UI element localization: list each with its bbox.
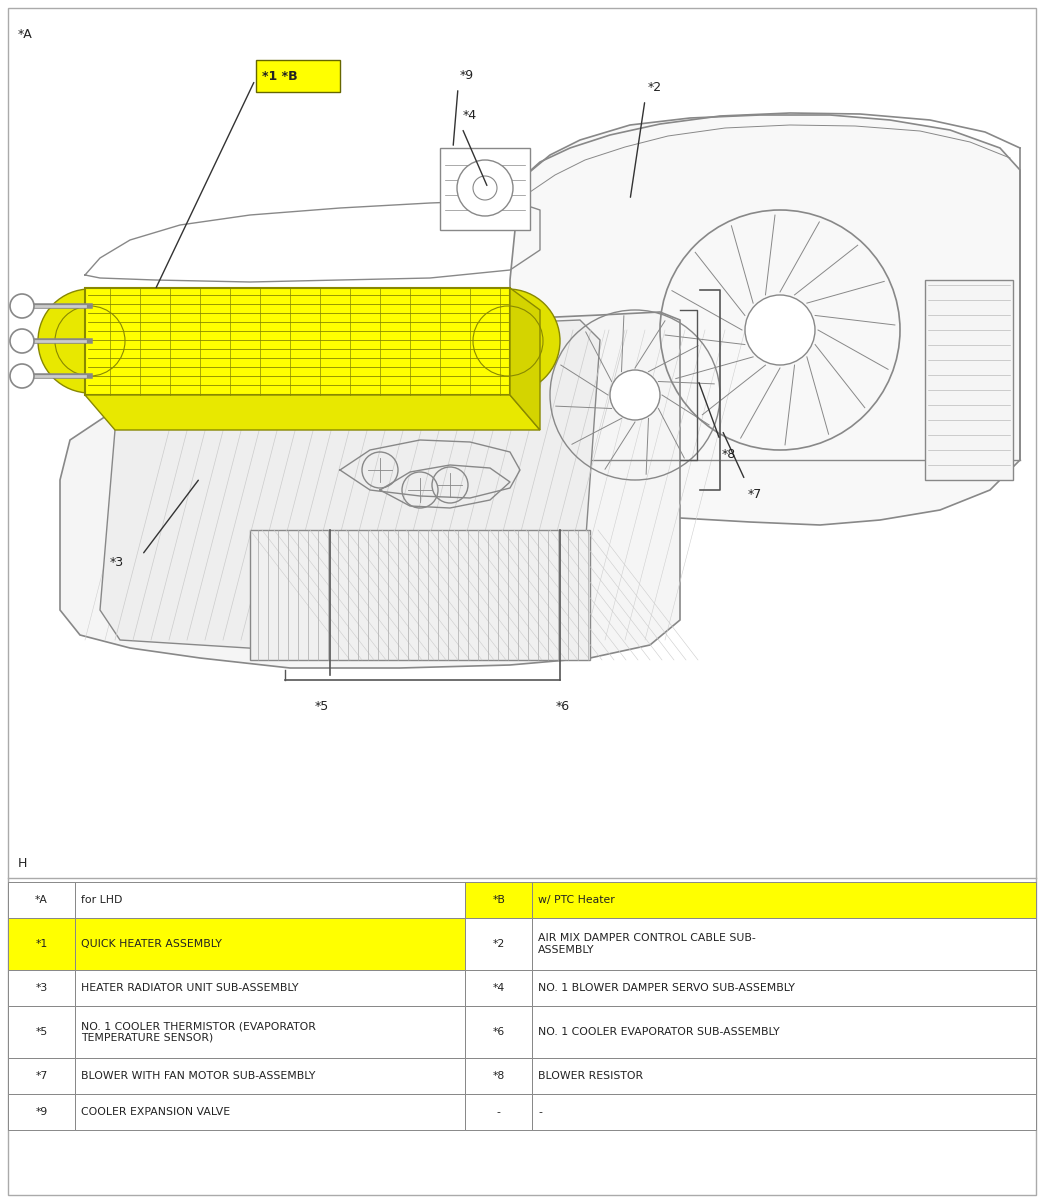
Circle shape xyxy=(10,294,34,318)
Text: H: H xyxy=(18,857,27,870)
Bar xyxy=(532,1057,1036,1094)
Polygon shape xyxy=(511,115,1020,525)
Bar xyxy=(8,1006,75,1057)
Text: *A: *A xyxy=(18,28,32,41)
Bar xyxy=(925,280,1013,480)
Text: -: - xyxy=(497,1107,501,1118)
Polygon shape xyxy=(85,288,511,395)
Text: *3: *3 xyxy=(110,556,124,569)
Text: *A: *A xyxy=(34,895,48,905)
Text: HEATER RADIATOR UNIT SUB-ASSEMBLY: HEATER RADIATOR UNIT SUB-ASSEMBLY xyxy=(80,983,299,992)
Bar xyxy=(466,1094,532,1130)
Text: *B: *B xyxy=(493,895,505,905)
Bar xyxy=(75,970,466,1006)
Text: *1 *B: *1 *B xyxy=(262,70,298,83)
Bar xyxy=(466,882,532,918)
Bar xyxy=(250,531,590,660)
Text: *4: *4 xyxy=(462,109,477,122)
Bar xyxy=(466,1006,532,1057)
Bar xyxy=(8,918,75,970)
Polygon shape xyxy=(60,312,680,668)
Circle shape xyxy=(745,295,815,365)
Text: *5: *5 xyxy=(35,1027,48,1037)
Text: -: - xyxy=(539,1107,542,1118)
Bar xyxy=(75,1006,466,1057)
Text: *2: *2 xyxy=(493,940,505,949)
Text: BLOWER RESISTOR: BLOWER RESISTOR xyxy=(539,1071,643,1081)
Circle shape xyxy=(610,371,660,420)
Text: *6: *6 xyxy=(493,1027,505,1037)
Bar xyxy=(466,918,532,970)
Text: *9: *9 xyxy=(460,69,474,82)
Text: *2: *2 xyxy=(648,81,662,94)
Text: *8: *8 xyxy=(722,448,736,461)
Text: w/ PTC Heater: w/ PTC Heater xyxy=(539,895,615,905)
Bar xyxy=(75,1057,466,1094)
Circle shape xyxy=(10,365,34,389)
Bar xyxy=(8,882,75,918)
Text: *8: *8 xyxy=(493,1071,505,1081)
Text: *3: *3 xyxy=(35,983,48,992)
Text: COOLER EXPANSION VALVE: COOLER EXPANSION VALVE xyxy=(80,1107,230,1118)
Bar xyxy=(8,1057,75,1094)
Bar xyxy=(532,1006,1036,1057)
Polygon shape xyxy=(440,148,530,230)
Text: *4: *4 xyxy=(493,983,505,992)
Bar xyxy=(8,1094,75,1130)
Text: NO. 1 BLOWER DAMPER SERVO SUB-ASSEMBLY: NO. 1 BLOWER DAMPER SERVO SUB-ASSEMBLY xyxy=(539,983,796,992)
Bar xyxy=(75,882,466,918)
FancyBboxPatch shape xyxy=(256,60,340,91)
Circle shape xyxy=(38,289,142,393)
Polygon shape xyxy=(85,395,540,429)
Text: NO. 1 COOLER EVAPORATOR SUB-ASSEMBLY: NO. 1 COOLER EVAPORATOR SUB-ASSEMBLY xyxy=(539,1027,780,1037)
Bar xyxy=(532,1094,1036,1130)
Bar xyxy=(8,970,75,1006)
Text: NO. 1 COOLER THERMISTOR (EVAPORATOR
TEMPERATURE SENSOR): NO. 1 COOLER THERMISTOR (EVAPORATOR TEMP… xyxy=(80,1021,315,1043)
Polygon shape xyxy=(511,288,540,429)
Bar xyxy=(75,1094,466,1130)
Text: *7: *7 xyxy=(35,1071,48,1081)
Circle shape xyxy=(457,160,513,217)
Bar xyxy=(466,970,532,1006)
Text: *7: *7 xyxy=(748,488,762,500)
Text: for LHD: for LHD xyxy=(80,895,122,905)
Text: *9: *9 xyxy=(35,1107,48,1118)
Text: *5: *5 xyxy=(315,700,329,713)
Circle shape xyxy=(10,328,34,352)
Bar xyxy=(75,918,466,970)
Bar xyxy=(466,1057,532,1094)
Bar xyxy=(532,918,1036,970)
Polygon shape xyxy=(100,320,600,650)
Bar xyxy=(532,882,1036,918)
Circle shape xyxy=(456,289,560,393)
Text: *6: *6 xyxy=(556,700,570,713)
Text: BLOWER WITH FAN MOTOR SUB-ASSEMBLY: BLOWER WITH FAN MOTOR SUB-ASSEMBLY xyxy=(80,1071,315,1081)
Text: QUICK HEATER ASSEMBLY: QUICK HEATER ASSEMBLY xyxy=(80,940,221,949)
Text: *1: *1 xyxy=(35,940,48,949)
Bar xyxy=(532,970,1036,1006)
Text: AIR MIX DAMPER CONTROL CABLE SUB-
ASSEMBLY: AIR MIX DAMPER CONTROL CABLE SUB- ASSEMB… xyxy=(539,934,756,955)
